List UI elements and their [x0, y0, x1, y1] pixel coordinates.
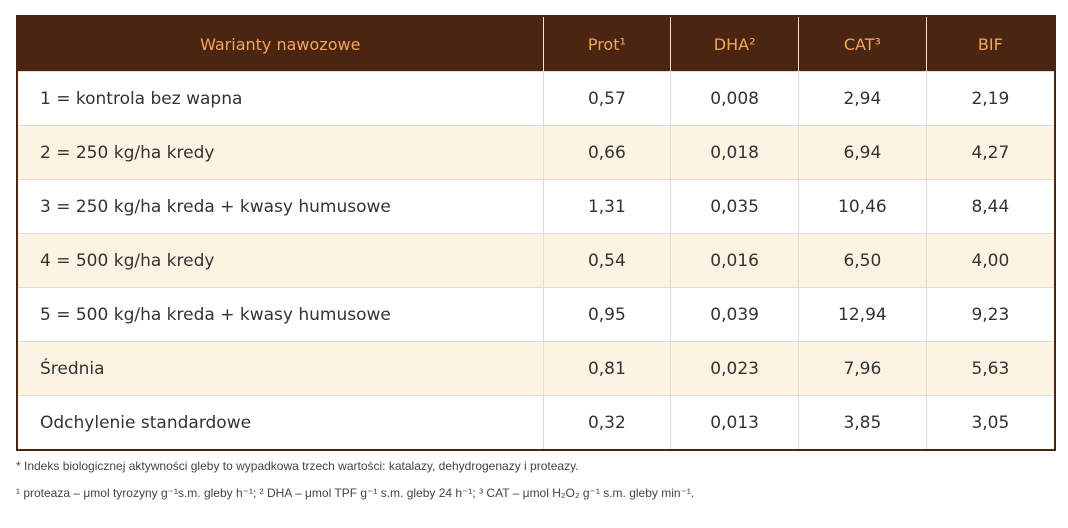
value-cell: 0,023: [670, 341, 799, 396]
table-row: 3 = 250 kg/ha kreda + kwasy humusowe 1,31…: [18, 179, 1054, 234]
footnote: ¹ proteaza – μmol tyrozyny g⁻¹s.m. gleby…: [16, 486, 695, 500]
header-cell: Warianty nawozowe: [18, 17, 543, 72]
value-cell: 0,013: [670, 395, 799, 449]
table-row: 2 = 250 kg/ha kredy 0,66 0,018 6,94 4,27: [18, 125, 1054, 180]
value-cell: 3,05: [925, 395, 1054, 449]
row-label: 4 = 500 kg/ha kredy: [18, 233, 543, 288]
value-cell: 12,94: [798, 287, 927, 342]
value-cell: 0,57: [542, 71, 671, 126]
value-cell: 10,46: [798, 179, 927, 234]
footnote: * Indeks biologicznej aktywności gleby t…: [16, 459, 579, 473]
value-cell: 7,96: [798, 341, 927, 396]
row-label: 1 = kontrola bez wapna: [18, 71, 543, 126]
value-cell: 6,94: [798, 125, 927, 180]
table-row: 1 = kontrola bez wapna 0,57 0,008 2,94 2,19: [18, 71, 1054, 126]
value-cell: 8,44: [925, 179, 1054, 234]
value-cell: 2,94: [798, 71, 927, 126]
value-cell: 0,016: [670, 233, 799, 288]
table: Warianty nawozowe Prot¹ DHA² CAT³ BIF 1 = ko…: [18, 17, 1054, 449]
header-cell: DHA²: [670, 17, 799, 72]
header-cell: CAT³: [798, 17, 927, 72]
header-cell: Prot¹: [542, 17, 671, 72]
value-cell: 3,85: [798, 395, 927, 449]
table-frame: Warianty nawozowe Prot¹ DHA² CAT³ BIF 1 = ko…: [16, 15, 1056, 451]
value-cell: 0,32: [542, 395, 671, 449]
value-cell: 2,19: [925, 71, 1054, 126]
value-cell: 9,23: [925, 287, 1054, 342]
table-row: Odchylenie standardowe 0,32 0,013 3,85 3,05: [18, 395, 1054, 449]
value-cell: 0,035: [670, 179, 799, 234]
row-label: Odchylenie standardowe: [18, 395, 543, 449]
value-cell: 0,018: [670, 125, 799, 180]
row-label: 3 = 250 kg/ha kreda + kwasy humusowe: [18, 179, 543, 234]
value-cell: 1,31: [542, 179, 671, 234]
row-label: 5 = 500 kg/ha kreda + kwasy humusowe: [18, 287, 543, 342]
value-cell: 6,50: [798, 233, 927, 288]
value-cell: 0,54: [542, 233, 671, 288]
row-label: Średnia: [18, 341, 543, 396]
table-row: 5 = 500 kg/ha kreda + kwasy humusowe 0,95…: [18, 287, 1054, 342]
value-cell: 4,00: [925, 233, 1054, 288]
value-cell: 0,039: [670, 287, 799, 342]
table-row: 4 = 500 kg/ha kredy 0,54 0,016 6,50 4,00: [18, 233, 1054, 288]
table-row: Średnia 0,81 0,023 7,96 5,63: [18, 341, 1054, 396]
value-cell: 0,008: [670, 71, 799, 126]
value-cell: 0,95: [542, 287, 671, 342]
header-cell: BIF: [925, 17, 1054, 72]
header-row: Warianty nawozowe Prot¹ DHA² CAT³ BIF: [18, 17, 1054, 72]
value-cell: 5,63: [925, 341, 1054, 396]
value-cell: 0,66: [542, 125, 671, 180]
row-label: 2 = 250 kg/ha kredy: [18, 125, 543, 180]
value-cell: 0,81: [542, 341, 671, 396]
value-cell: 4,27: [925, 125, 1054, 180]
